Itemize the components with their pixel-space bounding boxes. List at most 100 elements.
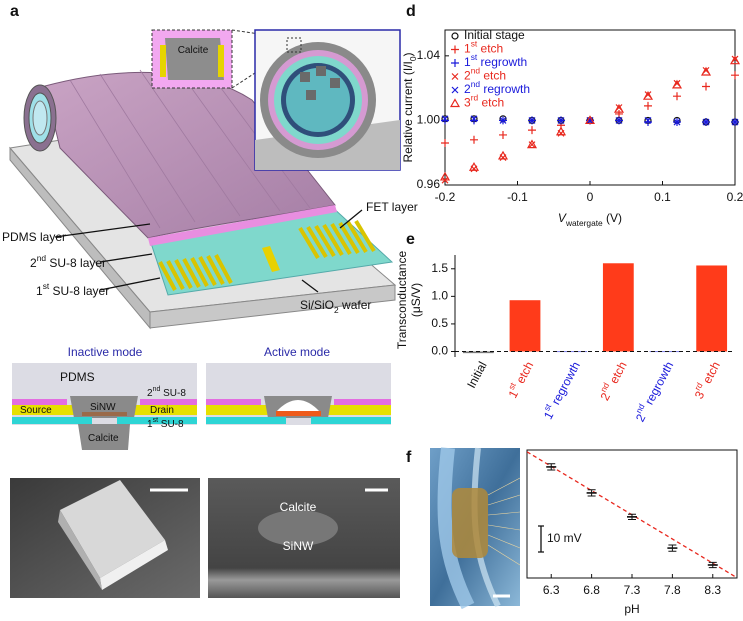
x-axis-label: pH: [624, 602, 639, 616]
y-tick-label: 0.5: [431, 316, 448, 330]
bar: [602, 263, 634, 352]
legend-label: 3rd etch: [464, 93, 504, 110]
marker: [644, 116, 652, 124]
layer-label: 1st SU-8 layer: [36, 281, 109, 298]
legend-marker: [451, 86, 459, 94]
marker: [702, 82, 710, 91]
layer-label: Si/SiO2 wafer: [300, 298, 371, 315]
marker: [441, 139, 449, 148]
legend-label: 2nd regrowth: [464, 79, 530, 96]
marker: [499, 116, 507, 124]
marker: [441, 116, 449, 125]
panel-label: f: [406, 449, 412, 466]
legend-marker: [451, 59, 459, 67]
legend-marker: [449, 98, 461, 108]
marker: [584, 115, 596, 125]
cross-sections: Inactive mode Active mode PDMS 2nd SU-8 …: [12, 345, 391, 450]
x-tick-label: 1st regrowth: [538, 358, 583, 422]
schematic: Calcite FET layer PDMS layer 2nd SU-8 la…: [2, 29, 418, 330]
layer-label: Drain: [150, 405, 174, 416]
marker: [528, 126, 536, 135]
marker: [644, 118, 652, 127]
bar: [696, 265, 728, 352]
y-tick-label: 1.04: [417, 48, 441, 62]
marker: [557, 116, 565, 124]
x-tick-label: 0: [587, 190, 594, 204]
layer-label: FET layer: [366, 200, 418, 214]
marker: [613, 103, 625, 113]
x-tick-label: Initial: [464, 359, 490, 390]
marker: [586, 116, 594, 124]
x-tick-label: 7.8: [664, 583, 681, 597]
panel-label: a: [10, 3, 19, 20]
marker: [499, 130, 507, 139]
panel-label: b: [10, 463, 20, 480]
sem-label: SiNW: [283, 539, 314, 553]
layer-label: 2nd SU-8 layer: [30, 253, 106, 270]
layer-label: 2nd SU-8: [147, 386, 186, 398]
marker: [441, 115, 449, 123]
layer-label: 1st SU-8: [147, 417, 184, 429]
x-tick-label: 2nd etch: [595, 358, 630, 403]
bar: [462, 351, 494, 354]
marker: [673, 92, 681, 101]
marker: [700, 66, 712, 76]
layer-label: PDMS layer: [2, 230, 66, 244]
legend-label: Initial stage: [464, 28, 525, 42]
marker: [439, 171, 451, 181]
y-tick-label: 1.00: [417, 113, 441, 127]
x-tick-label: 2nd regrowth: [630, 358, 676, 424]
x-tick-label: 6.3: [543, 583, 560, 597]
legend-marker: [451, 45, 459, 54]
marker: [642, 90, 654, 100]
panel-label: c: [214, 463, 223, 480]
bar: [556, 351, 588, 353]
sem-images: Calcite SiNW: [10, 478, 400, 598]
device-photo: [430, 447, 521, 610]
x-tick-label: 6.8: [583, 583, 600, 597]
y-tick-label: 1.5: [431, 261, 448, 275]
bar: [509, 300, 541, 352]
panel-label: d: [406, 3, 416, 20]
marker: [526, 139, 538, 149]
marker: [731, 118, 739, 126]
legend-label: 1st etch: [464, 39, 503, 56]
sem-label: Calcite: [280, 500, 317, 514]
x-tick-label: -0.1: [507, 190, 528, 204]
marker: [673, 118, 681, 126]
x-tick-label: 7.3: [624, 583, 641, 597]
y-tick-label: 0.96: [417, 177, 441, 191]
marker: [497, 150, 509, 160]
inset-label: Calcite: [178, 45, 209, 56]
x-tick-label: 3rd etch: [689, 358, 723, 401]
layer-label: PDMS: [60, 370, 95, 384]
marker: [470, 116, 478, 125]
legend-marker: [451, 73, 459, 80]
layer-label: Calcite: [88, 433, 119, 444]
marker: [470, 135, 478, 144]
mode-title: Active mode: [264, 345, 330, 359]
y-axis-label: Relative current (I/I0): [401, 52, 418, 162]
legend-label: 2nd etch: [464, 66, 506, 83]
x-tick-label: -0.2: [435, 190, 456, 204]
y-tick-label: 0.0: [431, 344, 448, 358]
mode-title: Inactive mode: [68, 345, 143, 359]
marker: [731, 71, 739, 80]
marker: [528, 141, 536, 149]
layer-label: Source: [20, 405, 52, 416]
marker: [468, 162, 480, 171]
marker: [729, 55, 741, 65]
x-tick-label: 8.3: [704, 583, 721, 597]
x-tick-label: 1st etch: [503, 358, 536, 401]
x-axis-label: Vwatergate (V): [558, 211, 622, 228]
legend-marker: [451, 32, 459, 40]
marker: [702, 118, 710, 126]
marker: [671, 79, 683, 89]
y-axis-label: (μS/V): [409, 283, 423, 317]
legend-label: 1st regrowth: [464, 52, 527, 69]
marker: [470, 115, 478, 123]
x-tick-label: 0.2: [727, 190, 743, 204]
marker: [555, 126, 567, 136]
y-tick-label: 1.0: [431, 289, 448, 303]
